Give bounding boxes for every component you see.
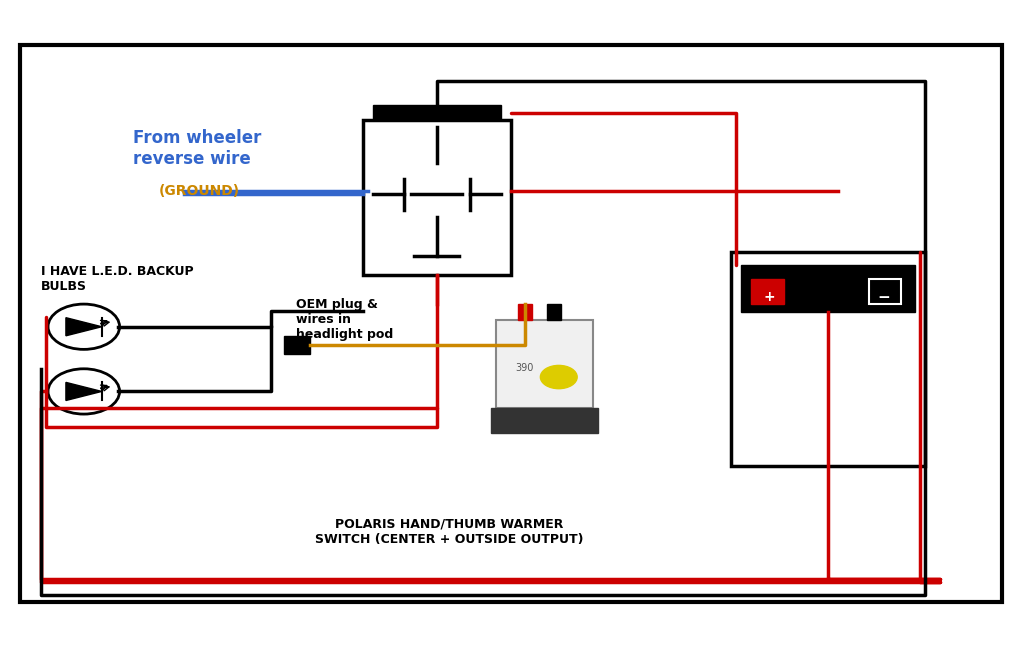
Polygon shape <box>65 318 102 336</box>
Text: From wheeler
reverse wire: From wheeler reverse wire <box>133 129 262 168</box>
Bar <box>751 279 784 303</box>
Text: −: − <box>878 290 890 305</box>
Text: OEM plug &
wires in
headlight pod: OEM plug & wires in headlight pod <box>296 298 393 340</box>
Text: I HAVE L.E.D. BACKUP
BULBS: I HAVE L.E.D. BACKUP BULBS <box>41 265 193 293</box>
FancyBboxPatch shape <box>496 320 593 408</box>
Circle shape <box>541 366 577 389</box>
FancyBboxPatch shape <box>731 252 925 466</box>
Text: POLARIS HAND/THUMB WARMER
SWITCH (CENTER + OUTSIDE OUTPUT): POLARIS HAND/THUMB WARMER SWITCH (CENTER… <box>316 518 584 545</box>
Bar <box>373 105 501 120</box>
Bar <box>741 265 915 312</box>
FancyBboxPatch shape <box>363 120 511 275</box>
Polygon shape <box>65 382 102 400</box>
Text: +: + <box>763 290 776 304</box>
Bar <box>491 408 598 433</box>
Circle shape <box>48 369 120 414</box>
Text: (GROUND): (GROUND) <box>158 184 239 199</box>
Bar <box>284 336 310 354</box>
Bar <box>517 304 531 320</box>
Bar <box>547 304 561 320</box>
Bar <box>869 279 901 303</box>
Text: 390: 390 <box>516 364 533 373</box>
Circle shape <box>48 304 120 349</box>
